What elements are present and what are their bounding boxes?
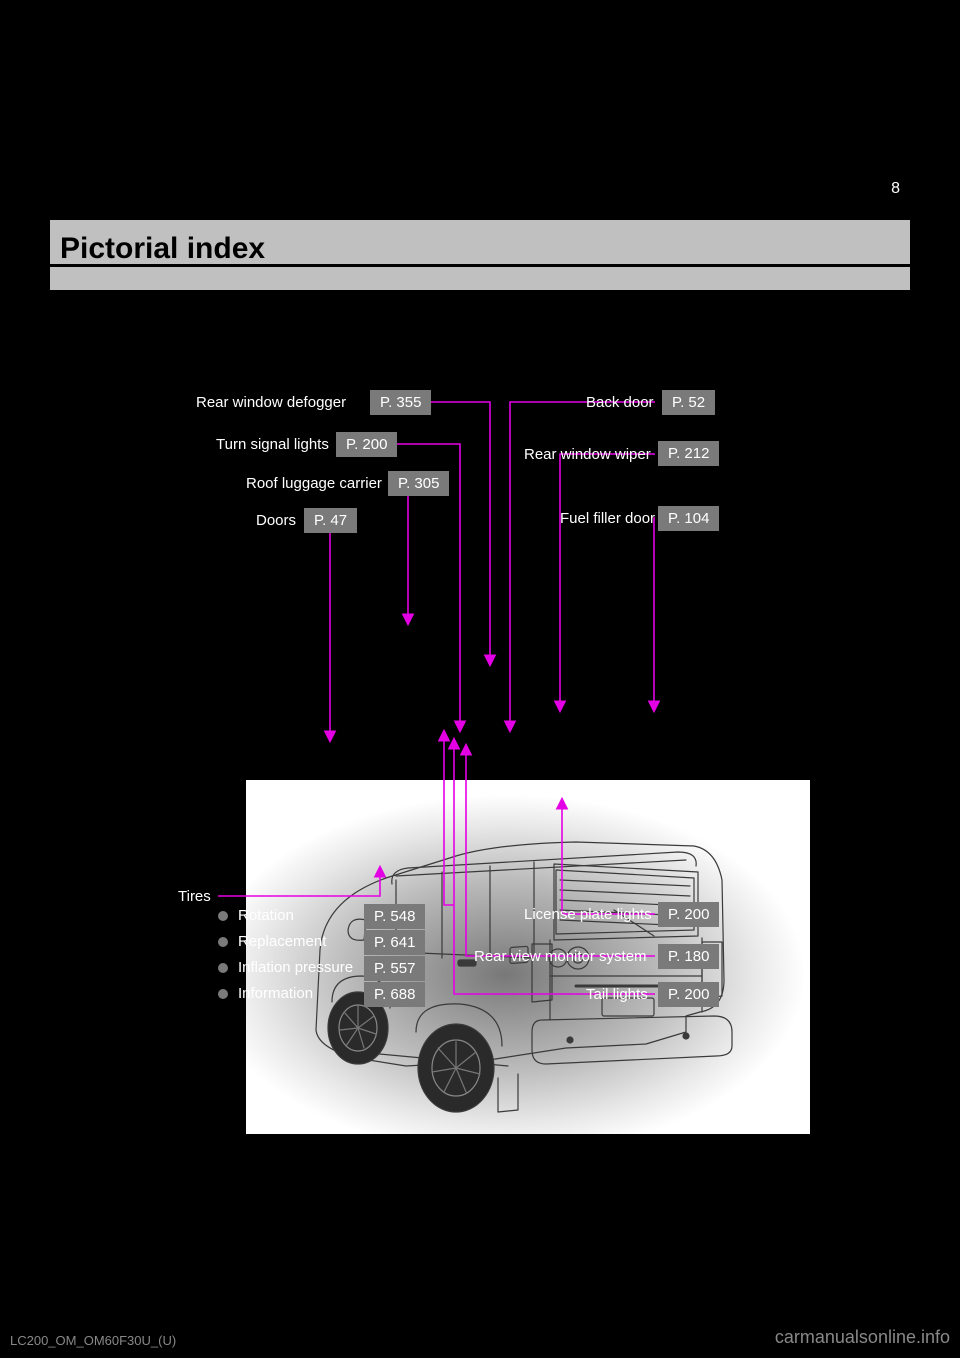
manual-page: 8 Pictorial index: [50, 50, 910, 1308]
bullet-icon: [218, 963, 228, 973]
section-title: Pictorial index: [60, 232, 265, 266]
pictorial-diagram: Rear window defogger P. 355 Turn signal …: [50, 310, 910, 1070]
page-ref-tail-lights: P. 200: [658, 982, 719, 1007]
page-ref-back-door: P. 52: [662, 390, 715, 415]
footer-code: LC200_OM_OM60F30U_(U): [10, 1333, 176, 1348]
callout-label-fuel-filler-door: Fuel filler door: [560, 510, 655, 527]
callout-label-license-plate-lights: License plate lights: [524, 906, 652, 923]
page-ref-rear-window-wiper: P. 212: [658, 441, 719, 466]
tire-item-label: Inflation pressure: [238, 959, 353, 976]
tire-item-replacement: Replacement: [218, 933, 326, 950]
callout-label-back-door: Back door: [586, 394, 654, 411]
callout-label-doors: Doors: [256, 512, 296, 529]
leader-roof_luggage_carrier: [408, 483, 430, 623]
page-ref-tire-inflation: P. 557: [364, 956, 425, 981]
callout-label-turn-signal-upper: Turn signal lights: [216, 436, 329, 453]
callout-label-rear-window-wiper: Rear window wiper: [524, 446, 651, 463]
page-ref-tire-rotation: P. 548: [364, 904, 425, 929]
page-ref-tire-replacement: P. 641: [364, 930, 425, 955]
callout-label-tail-lights: Tail lights: [586, 986, 648, 1003]
tire-item-label: Replacement: [238, 933, 326, 950]
tire-item-label: Information: [238, 985, 313, 1002]
leader-rear_window_wiper: [560, 454, 655, 710]
leader-rear_window_defogger: [412, 402, 490, 664]
footer-site: carmanualsonline.info: [775, 1327, 950, 1348]
header-rule: [50, 264, 910, 267]
page-ref-tire-information: P. 688: [364, 982, 425, 1007]
callout-label-rear-view-monitor: Rear view monitor system: [474, 948, 647, 965]
page-ref-roof-luggage-carrier: P. 305: [388, 471, 449, 496]
tire-item-label: Rotation: [238, 907, 294, 924]
bullet-icon: [218, 937, 228, 947]
page-ref-fuel-filler-door: P. 104: [658, 506, 719, 531]
page-ref-doors: P. 47: [304, 508, 357, 533]
bullet-icon: [218, 989, 228, 999]
page-ref-rear-window-defogger: P. 355: [370, 390, 431, 415]
page-ref-turn-signal-upper: P. 200: [336, 432, 397, 457]
section-header: Pictorial index: [50, 220, 910, 290]
callout-label-roof-luggage-carrier: Roof luggage carrier: [246, 475, 382, 492]
callout-label-tires: Tires: [178, 888, 211, 905]
tire-item-inflation: Inflation pressure: [218, 959, 353, 976]
page-ref-rear-view-monitor: P. 180: [658, 944, 719, 969]
leader-doors: [330, 520, 346, 740]
bullet-icon: [218, 911, 228, 921]
page-number: 8: [891, 180, 900, 198]
leader-fuel_filler_door: [654, 518, 655, 710]
page-ref-license-plate-lights: P. 200: [658, 902, 719, 927]
callout-label-rear-window-defogger: Rear window defogger: [196, 394, 346, 411]
tire-item-rotation: Rotation: [218, 907, 294, 924]
tire-item-information: Information: [218, 985, 313, 1002]
